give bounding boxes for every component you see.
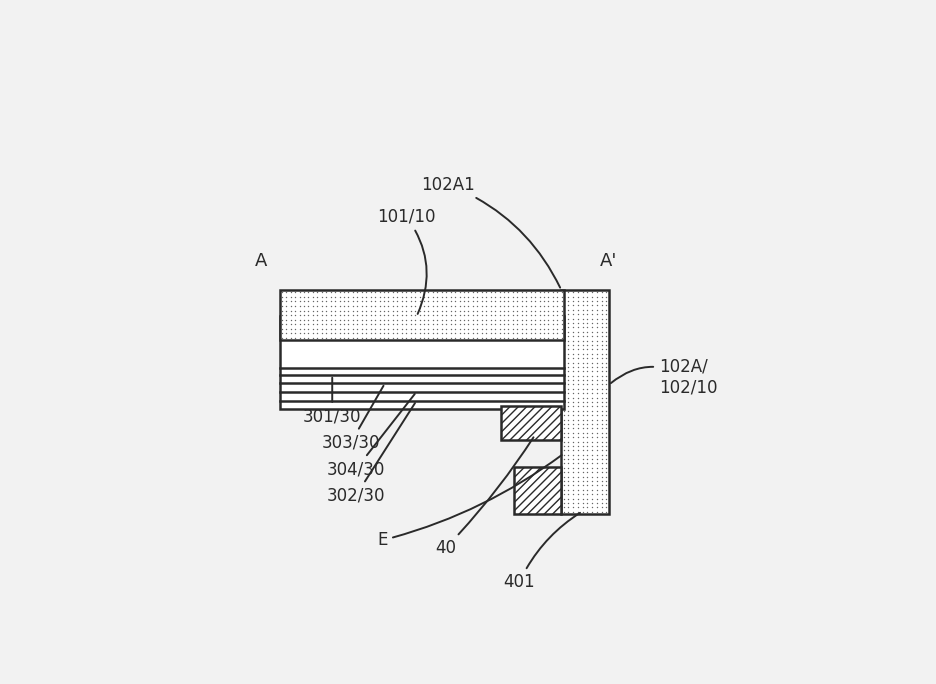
Text: 401: 401 — [504, 513, 580, 592]
Text: 102A/
102/10: 102A/ 102/10 — [611, 358, 717, 397]
Bar — [280, 317, 564, 408]
Text: A': A' — [600, 252, 618, 270]
Text: 102A1: 102A1 — [421, 176, 560, 287]
Bar — [514, 466, 562, 514]
Text: 304/30: 304/30 — [327, 394, 415, 478]
Bar — [501, 406, 562, 440]
Text: 303/30: 303/30 — [321, 386, 384, 452]
Text: E: E — [377, 455, 562, 549]
Text: 301/30: 301/30 — [303, 378, 361, 425]
Bar — [562, 290, 608, 514]
Text: 40: 40 — [435, 437, 534, 557]
Text: 101/10: 101/10 — [376, 207, 435, 314]
Text: 302/30: 302/30 — [327, 403, 415, 505]
Bar — [280, 290, 564, 340]
Text: A: A — [255, 252, 268, 270]
